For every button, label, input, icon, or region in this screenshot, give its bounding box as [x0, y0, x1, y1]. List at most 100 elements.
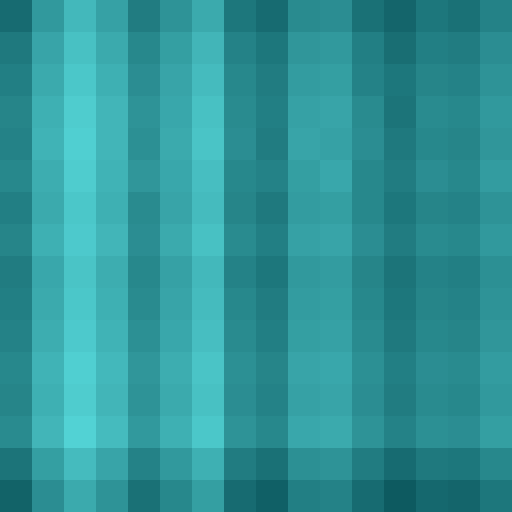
heatmap-cell [416, 288, 448, 320]
heatmap-cell [320, 480, 352, 512]
heatmap-cell [384, 192, 416, 224]
heatmap-cell [416, 0, 448, 32]
heatmap-cell [128, 192, 160, 224]
heatmap-cell [96, 32, 128, 64]
heatmap-cell [448, 352, 480, 384]
heatmap-cell [288, 480, 320, 512]
heatmap-cell [480, 192, 512, 224]
heatmap-cell [0, 352, 32, 384]
heatmap-cell [192, 224, 224, 256]
heatmap-cell [0, 288, 32, 320]
heatmap-cell [128, 64, 160, 96]
heatmap-cell [416, 384, 448, 416]
heatmap-cell [256, 64, 288, 96]
heatmap-cell [224, 416, 256, 448]
heatmap-cell [320, 224, 352, 256]
heatmap-cell [288, 64, 320, 96]
heatmap-cell [192, 288, 224, 320]
heatmap-cell [448, 320, 480, 352]
heatmap-cell [384, 256, 416, 288]
heatmap-cell [256, 416, 288, 448]
heatmap-cell [448, 128, 480, 160]
heatmap-cell [192, 64, 224, 96]
heatmap-cell [128, 384, 160, 416]
heatmap-cell [448, 64, 480, 96]
heatmap-cell [320, 448, 352, 480]
heatmap-cell [96, 288, 128, 320]
heatmap-cell [0, 448, 32, 480]
heatmap-cell [160, 160, 192, 192]
heatmap-cell [0, 160, 32, 192]
heatmap-cell [224, 0, 256, 32]
heatmap-cell [224, 288, 256, 320]
heatmap-cell [480, 384, 512, 416]
heatmap-cell [416, 192, 448, 224]
heatmap-cell [0, 32, 32, 64]
heatmap-cell [448, 0, 480, 32]
heatmap-cell [288, 96, 320, 128]
heatmap-cell [32, 32, 64, 64]
heatmap-cell [160, 352, 192, 384]
heatmap-cell [32, 96, 64, 128]
heatmap-cell [256, 320, 288, 352]
heatmap-cell [192, 320, 224, 352]
heatmap-cell [64, 256, 96, 288]
heatmap-cell [224, 320, 256, 352]
heatmap-cell [128, 480, 160, 512]
heatmap-cell [320, 320, 352, 352]
heatmap-cell [416, 160, 448, 192]
heatmap-cell [480, 352, 512, 384]
heatmap-cell [352, 32, 384, 64]
heatmap-cell [64, 384, 96, 416]
heatmap-cell [32, 0, 64, 32]
heatmap-cell [448, 416, 480, 448]
heatmap-cell [384, 0, 416, 32]
heatmap-cell [96, 448, 128, 480]
heatmap-cell [192, 384, 224, 416]
heatmap-cell [192, 448, 224, 480]
heatmap-cell [128, 96, 160, 128]
heatmap-cell [96, 192, 128, 224]
heatmap-cell [96, 352, 128, 384]
heatmap-cell [128, 320, 160, 352]
heatmap-cell [160, 256, 192, 288]
heatmap-cell [384, 224, 416, 256]
heatmap-cell [256, 256, 288, 288]
heatmap-cell [320, 256, 352, 288]
heatmap-cell [448, 96, 480, 128]
heatmap-cell [224, 384, 256, 416]
heatmap-cell [384, 320, 416, 352]
heatmap-cell [480, 288, 512, 320]
heatmap-cell [416, 416, 448, 448]
heatmap-cell [160, 448, 192, 480]
heatmap-cell [288, 224, 320, 256]
heatmap-cell [192, 96, 224, 128]
heatmap-cell [224, 352, 256, 384]
heatmap-cell [416, 448, 448, 480]
heatmap-cell [384, 352, 416, 384]
heatmap-cell [160, 416, 192, 448]
heatmap-cell [192, 352, 224, 384]
heatmap-cell [256, 448, 288, 480]
heatmap-cell [160, 0, 192, 32]
heatmap-cell [32, 320, 64, 352]
heatmap-cell [448, 224, 480, 256]
heatmap-cell [192, 480, 224, 512]
heatmap-cell [96, 96, 128, 128]
heatmap-cell [224, 160, 256, 192]
heatmap-cell [352, 352, 384, 384]
heatmap-cell [288, 288, 320, 320]
heatmap-cell [64, 32, 96, 64]
heatmap-cell [128, 256, 160, 288]
heatmap-cell [256, 32, 288, 64]
heatmap-cell [0, 64, 32, 96]
heatmap-cell [256, 96, 288, 128]
heatmap-cell [96, 0, 128, 32]
heatmap-cell [64, 352, 96, 384]
heatmap-cell [0, 320, 32, 352]
heatmap-cell [64, 96, 96, 128]
heatmap-cell [352, 128, 384, 160]
heatmap-cell [64, 416, 96, 448]
heatmap-cell [160, 32, 192, 64]
heatmap-cell [0, 256, 32, 288]
